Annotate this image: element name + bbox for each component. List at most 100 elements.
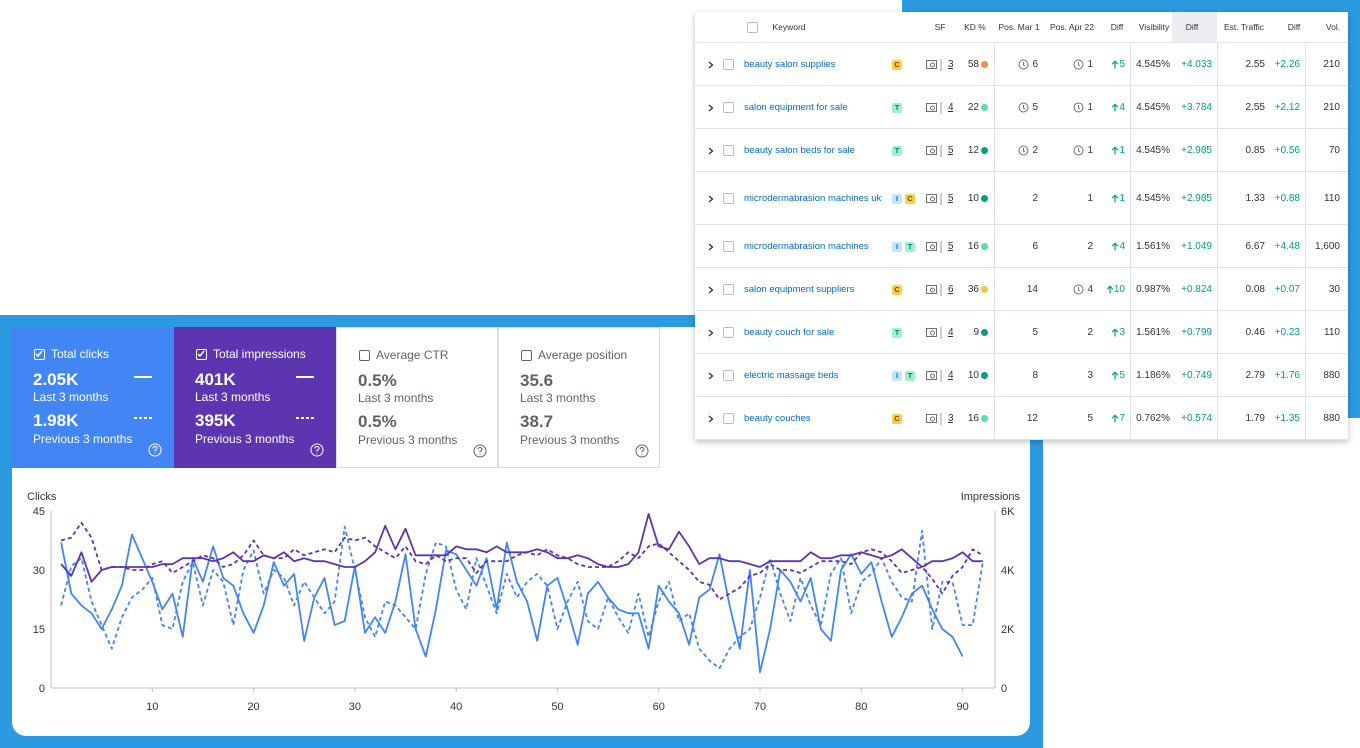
metric-card[interactable]: Average position 35.6 Last 3 months 38.7 Pre… (498, 327, 660, 468)
card-icons (134, 376, 162, 457)
y2-tick-label: 4K (1001, 565, 1015, 577)
traffic-diff: +1.35 (1274, 413, 1300, 424)
column-header[interactable]: Diff (1287, 22, 1301, 32)
row-checkbox[interactable] (723, 59, 734, 70)
check-mark (197, 350, 205, 358)
row-checkbox[interactable] (723, 145, 734, 156)
column-header[interactable]: Diff (1185, 22, 1199, 32)
checkbox[interactable] (196, 349, 207, 360)
chevron-icon (708, 61, 714, 68)
chevron (708, 286, 714, 293)
sf-frame (926, 413, 937, 423)
row-checkbox-cell[interactable] (723, 43, 734, 86)
column-header[interactable]: Diff (1110, 22, 1124, 32)
visibility-diff: +1.049 (1181, 241, 1212, 252)
sf-count[interactable]: 4 (948, 102, 954, 113)
icon-ring (1018, 59, 1029, 70)
metric-card[interactable]: Total impressions 401K Last 3 months 395K Pr… (174, 327, 336, 468)
expand-toggle[interactable] (707, 354, 715, 397)
up-arrow (1112, 328, 1119, 337)
column-header[interactable]: Pos. Mar 1 (998, 22, 1040, 32)
expand-toggle[interactable] (707, 172, 715, 225)
row-checkbox-cell[interactable] (723, 225, 734, 268)
keyword-link[interactable]: microdermabrasion machines uk (744, 192, 882, 204)
column-header[interactable]: Vol. (1325, 22, 1341, 32)
row-checkbox-cell[interactable] (723, 354, 734, 397)
row-checkbox[interactable] (723, 370, 734, 381)
sf-count[interactable]: 3 (948, 413, 954, 424)
column-header[interactable]: Est. Traffic (1224, 22, 1264, 32)
chevron-icon (708, 147, 714, 154)
expand-toggle[interactable] (707, 86, 715, 129)
metric-card[interactable]: Average CTR 0.5% Last 3 months 0.5% Previous… (336, 327, 498, 468)
keyword-link[interactable]: electric massage beds (744, 369, 839, 381)
keyword-link[interactable]: beauty couches (744, 412, 811, 424)
row-checkbox-cell[interactable] (723, 129, 734, 172)
expand-toggle[interactable] (707, 225, 715, 268)
traffic-diff: +0.56 (1274, 145, 1300, 156)
icon-hand (1078, 287, 1081, 292)
header-checkbox[interactable] (747, 22, 758, 33)
column-header[interactable]: KD % (964, 22, 986, 32)
expand-toggle[interactable] (707, 397, 715, 440)
expand-toggle[interactable] (707, 129, 715, 172)
row-checkbox-cell[interactable] (723, 268, 734, 311)
sf-lens (930, 62, 935, 67)
row-checkbox[interactable] (723, 241, 734, 252)
column-header[interactable]: Visibility (1138, 22, 1170, 32)
intent-badges: T (892, 86, 905, 129)
column-header[interactable]: SF (934, 22, 946, 32)
row-checkbox-cell[interactable] (723, 397, 734, 440)
help-icon (473, 444, 487, 458)
checkbox[interactable] (34, 349, 45, 360)
performance-chart: Clicks Impressions 0 15 30 45 0 2K 4K 6K 10 20 30 40 5… (27, 491, 1021, 713)
row-checkbox-cell[interactable] (723, 311, 734, 354)
row-checkbox[interactable] (723, 284, 734, 295)
sf-count[interactable]: 5 (948, 193, 954, 204)
kd-dot (981, 311, 988, 354)
pos-apr22: 1 (1073, 43, 1093, 86)
row-checkbox[interactable] (723, 102, 734, 113)
row-checkbox[interactable] (723, 327, 734, 338)
keyword-link[interactable]: beauty salon supplies (744, 58, 836, 70)
sf-count[interactable]: 4 (948, 327, 954, 338)
column-header[interactable]: Keyword (772, 22, 806, 32)
keyword-link[interactable]: salon equipment for sale (744, 101, 848, 113)
row-checkbox[interactable] (723, 413, 734, 424)
sf-count[interactable]: 6 (948, 284, 954, 295)
row-checkbox-cell[interactable] (723, 172, 734, 225)
keyword-link[interactable]: salon equipment suppliers (744, 283, 855, 295)
keyword-link[interactable]: beauty salon beds for sale (744, 144, 855, 156)
row-checkbox[interactable] (723, 193, 734, 204)
keyword-link[interactable]: microdermabrasion machines (744, 240, 869, 252)
up-arrow-icon (1106, 285, 1114, 294)
intent-badge: I (892, 241, 902, 252)
checkbox[interactable] (521, 350, 532, 361)
sf-count[interactable]: 5 (948, 145, 954, 156)
serp-position-icon (1018, 102, 1029, 113)
volume: 880 (1323, 370, 1340, 381)
metric-card[interactable]: Total clicks 2.05K Last 3 months 1.98K Previ… (12, 327, 174, 468)
keyword-link[interactable]: beauty couch for sale (744, 326, 835, 338)
sf-count[interactable]: 5 (948, 241, 954, 252)
sf-count[interactable]: 3 (948, 59, 954, 70)
checkbox[interactable] (359, 350, 370, 361)
keyword-table: Keyword SF KD % Pos. Mar 1 Pos. Apr 22 Diff Vi… (695, 12, 1348, 440)
up-arrow (1112, 371, 1119, 380)
sf-count[interactable]: 4 (948, 370, 954, 381)
kd-indicator (981, 243, 988, 250)
column-header[interactable]: Pos. Apr 22 (1050, 22, 1094, 32)
expand-toggle[interactable] (707, 311, 715, 354)
expand-toggle[interactable] (707, 43, 715, 86)
kd-indicator (981, 147, 988, 154)
position-value: 6 (1032, 59, 1038, 70)
expand-toggle[interactable] (707, 268, 715, 311)
icon-ring (1073, 102, 1084, 113)
row-checkbox-cell[interactable] (723, 86, 734, 129)
chevron-icon (708, 372, 714, 379)
visibility: 4.545% (1136, 102, 1170, 113)
kd-dot (981, 86, 988, 129)
